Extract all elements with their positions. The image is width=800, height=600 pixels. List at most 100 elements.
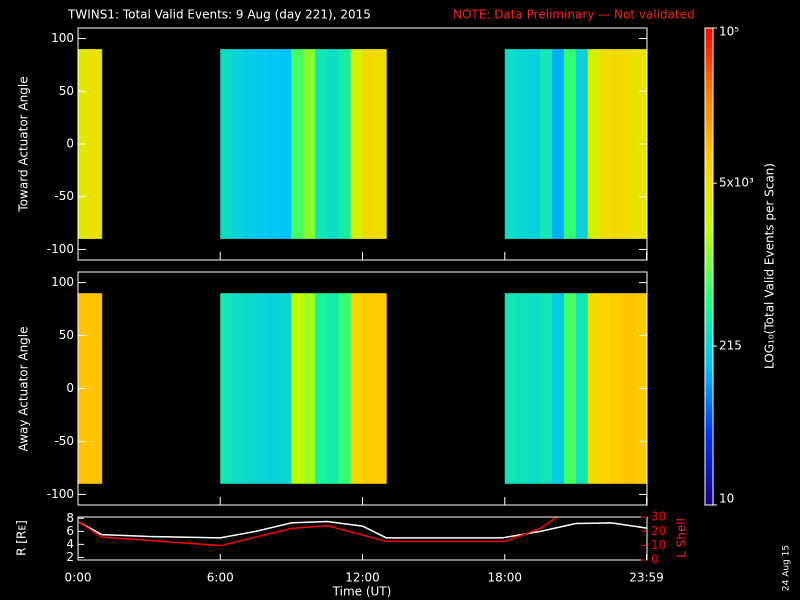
colorbar-swatch (705, 258, 713, 264)
y-tick-label: 50 (59, 84, 74, 98)
colorbar-swatch (705, 91, 713, 97)
y2-axis-label: L Shell (675, 518, 689, 558)
colorbar-swatch (705, 445, 713, 450)
colorbar-swatch (705, 262, 713, 267)
x-axis-label: Time (UT) (332, 585, 392, 599)
colorbar-swatch (705, 429, 713, 434)
line-series (78, 517, 558, 547)
colorbar-swatch (705, 55, 713, 61)
colorbar-swatch (705, 230, 713, 236)
heatmap-cell (255, 293, 269, 484)
colorbar-swatch (705, 139, 713, 144)
footer-date: 24 Aug 15 (782, 545, 792, 591)
colorbar-swatch (705, 119, 713, 124)
heatmap-cell (303, 49, 316, 239)
colorbar-swatch (705, 103, 713, 108)
colorbar-swatch (705, 250, 713, 256)
colorbar-swatch (705, 151, 713, 156)
colorbar-swatch (705, 485, 713, 490)
colorbar-swatch (705, 290, 713, 295)
colorbar-swatch (705, 111, 713, 116)
colorbar-swatch (705, 131, 713, 136)
colorbar-swatch (705, 270, 713, 275)
colorbar-swatch (705, 190, 713, 196)
x-tick-label: 18:00 (487, 571, 522, 585)
colorbar-swatch (705, 274, 713, 279)
colorbar-swatch (705, 441, 713, 446)
y2-tick-label: 10 (651, 538, 666, 552)
colorbar-tick-label: 10⁵ (719, 25, 739, 39)
heatmap-cell (232, 49, 245, 239)
y-tick-label: 0 (66, 137, 74, 151)
heatmap-cell (552, 293, 565, 484)
heatmap-cell (611, 293, 624, 484)
heatmap-cell (291, 293, 304, 484)
colorbar-swatch (705, 198, 713, 204)
heatmap-cell (326, 293, 340, 484)
colorbar-swatch (705, 67, 713, 73)
colorbar-swatch (705, 143, 713, 148)
heatmap-cell (564, 49, 577, 239)
colorbar-swatch (705, 357, 713, 363)
colorbar-swatch (705, 187, 713, 192)
colorbar-swatch (705, 194, 713, 200)
colorbar-swatch (705, 302, 713, 307)
heatmap-cell (326, 49, 340, 239)
colorbar-swatch (705, 477, 713, 482)
colorbar-swatch (705, 28, 713, 33)
colorbar-swatch (705, 63, 713, 69)
colorbar-frame (704, 27, 714, 506)
colorbar-swatch (705, 175, 713, 180)
colorbar-swatch (705, 147, 713, 152)
heatmap-cell (303, 293, 316, 484)
colorbar-swatch (705, 449, 713, 454)
colorbar-swatch (705, 218, 713, 224)
heatmap-cell (315, 49, 328, 239)
colorbar-swatch (705, 167, 713, 172)
colorbar-swatch (705, 31, 713, 37)
heatmap-cell (279, 293, 292, 484)
colorbar-swatch (705, 377, 713, 383)
colorbar-swatch (705, 35, 713, 41)
colorbar-swatch (705, 254, 713, 260)
heatmap-cell (575, 49, 589, 239)
colorbar-swatch (705, 330, 713, 335)
colorbar-swatch (705, 99, 713, 105)
colorbar-swatch (705, 346, 713, 351)
colorbar-swatch (705, 389, 713, 395)
colorbar-swatch (705, 349, 713, 355)
chart-title: TWINS1: Total Valid Events: 9 Aug (day 2… (67, 8, 371, 22)
colorbar-swatch (705, 51, 713, 57)
heatmap-cell (315, 293, 328, 484)
heatmap-cell (232, 293, 245, 484)
colorbar-swatch (705, 87, 713, 93)
y2-tick-label: 0 (651, 553, 659, 567)
heatmap-cell (243, 293, 257, 484)
colorbar-swatch (705, 365, 713, 371)
heatmap-cell (611, 49, 624, 239)
colorbar-swatch (705, 238, 713, 244)
heatmap-cell (374, 293, 387, 484)
colorbar-tick-label: 10 (719, 492, 734, 506)
colorbar-swatch (705, 127, 713, 132)
y-tick-label: 8 (66, 511, 74, 525)
colorbar-swatch (705, 369, 713, 375)
colorbar-swatch (705, 401, 713, 407)
y-tick-label: 100 (51, 31, 74, 45)
y-tick-label: 2 (66, 550, 74, 564)
colorbar-swatch (705, 334, 713, 339)
colorbar-swatch (705, 361, 713, 367)
colorbar-swatch (705, 234, 713, 240)
colorbar-swatch (705, 314, 713, 319)
heatmap-cell (89, 293, 103, 484)
colorbar-swatch (705, 465, 713, 470)
colorbar-tick-label: 215 (719, 339, 742, 353)
colorbar-swatch (705, 210, 713, 216)
colorbar-swatch (705, 306, 713, 311)
y-tick-label: 100 (51, 275, 74, 289)
heatmap-cell (267, 293, 281, 484)
heatmap-cell (540, 293, 553, 484)
x-tick-label: 6:00 (207, 571, 234, 585)
